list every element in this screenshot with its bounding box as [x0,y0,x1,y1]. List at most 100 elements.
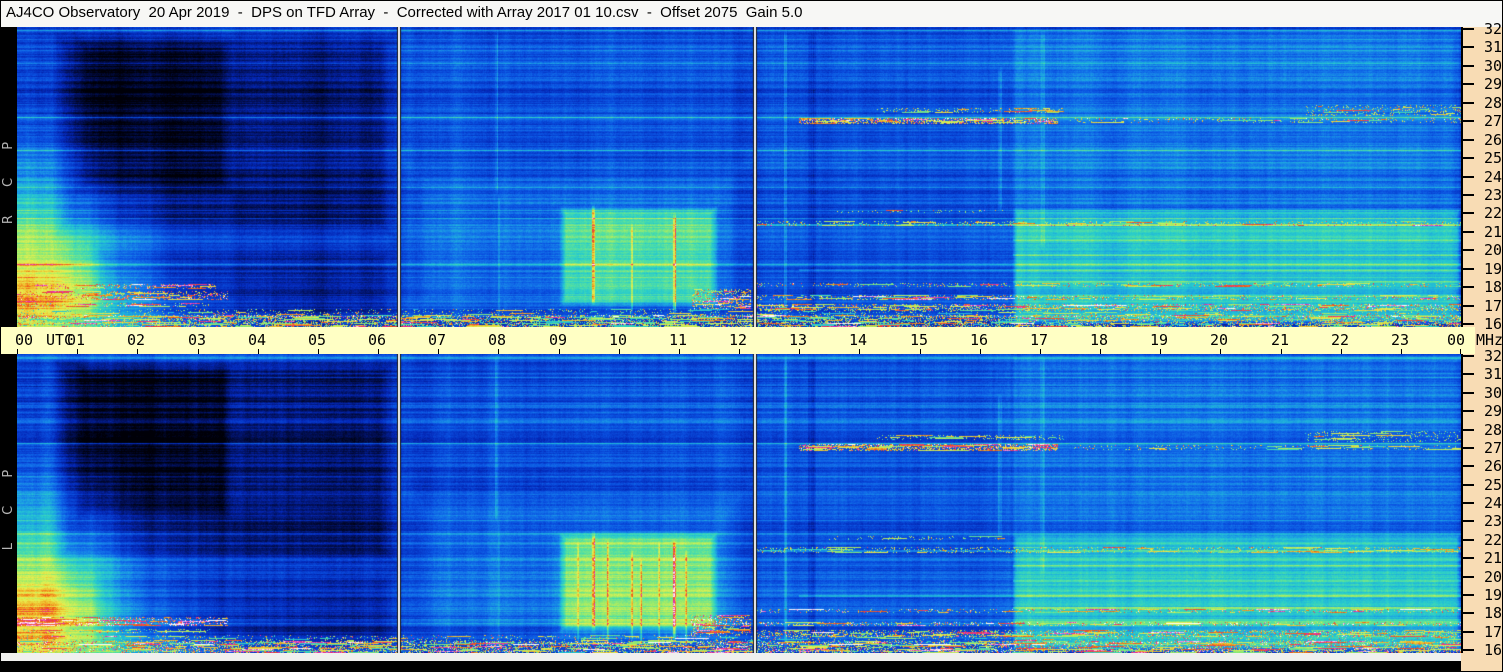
polarization-label-rcp: R C P [1,129,16,225]
time-tick-label: 00 [1447,331,1466,349]
time-tick-label: 18 [1090,331,1109,349]
freq-tick [1461,594,1474,596]
freq-tick-label: 26 [1483,131,1502,149]
time-tick-label: 19 [1150,331,1169,349]
freq-tick-label: 25 [1483,149,1502,167]
time-tick-label: 01 [67,331,86,349]
freq-tick-label: 19 [1483,260,1502,278]
time-tick-label: 20 [1210,331,1229,349]
freq-tick-label: 29 [1483,75,1502,93]
freq-tick-label: 30 [1483,57,1502,75]
time-tick-label: 21 [1271,331,1290,349]
time-axis: UTC MHz 00 01 02 03 04 05 06 07 08 09 10 11 12 13 14 15… [1,327,1502,354]
time-tick [1100,349,1101,354]
time-axis-band [1,327,1475,354]
time-axis-unit-label: UTC [46,331,74,349]
time-tick-label: 15 [910,331,929,349]
freq-tick-label: 27 [1483,112,1502,130]
freq-tick [1461,410,1474,412]
time-tick-label: 23 [1391,331,1410,349]
freq-tick [1461,249,1474,251]
polarization-label-lcp: L C P [1,457,16,551]
time-tick-label: 12 [729,331,748,349]
freq-tick [1461,465,1474,467]
freq-tick [1461,83,1474,85]
freq-tick [1461,194,1474,196]
time-tick [1281,349,1282,354]
freq-tick-label: 22 [1483,204,1502,222]
time-tick [1460,349,1461,354]
time-tick-label: 17 [1030,331,1049,349]
freq-tick [1461,231,1474,233]
time-tick-label: 04 [248,331,267,349]
time-tick [438,349,439,354]
time-tick-label: 13 [789,331,808,349]
freq-tick [1461,139,1474,141]
frequency-axis: 32 31 30 29 28 27 26 25 24 23 22 21 20 19 18 17 16 32 31 30… [1461,20,1502,671]
freq-tick-label: 26 [1483,457,1502,475]
time-tick [920,349,921,354]
time-tick [980,349,981,354]
freq-tick [1461,355,1474,357]
freq-tick [1461,157,1474,159]
freq-tick [1461,612,1474,614]
freq-tick [1461,46,1474,48]
freq-tick [1461,649,1474,651]
time-tick-label: 06 [368,331,387,349]
time-tick-label: 10 [609,331,628,349]
time-tick [17,349,18,354]
spectrogram-panel-lcp [17,354,1463,653]
time-tick [799,349,800,354]
time-tick-label: 09 [549,331,568,349]
freq-tick [1461,323,1474,325]
freq-tick-label: 20 [1483,568,1502,586]
freq-tick [1461,392,1474,394]
freq-tick [1461,557,1474,559]
freq-tick [1461,631,1474,633]
freq-tick-label: 20 [1483,241,1502,259]
axis-header-spacer [1461,1,1502,27]
time-tick [679,349,680,354]
time-tick [619,349,620,354]
freq-tick-label: 21 [1483,223,1502,241]
freq-tick-label: 17 [1483,297,1502,315]
time-tick-label: 22 [1331,331,1350,349]
spectrogram-canvas-rcp [17,27,1461,327]
freq-tick-label: 31 [1483,38,1502,56]
freq-tick-label: 31 [1483,365,1502,383]
time-tick [1220,349,1221,354]
freq-tick-label: 24 [1483,168,1502,186]
freq-tick-label: 24 [1483,494,1502,512]
time-tick [1160,349,1161,354]
bottom-strip [1,653,1461,661]
freq-tick [1461,176,1474,178]
freq-tick-label: 29 [1483,402,1502,420]
freq-tick-label: 16 [1483,641,1502,659]
time-tick [318,349,319,354]
window-title: AJ4CO Observatory 20 Apr 2019 - DPS on T… [6,4,803,21]
freq-tick-label: 18 [1483,278,1502,296]
time-tick-label: 14 [849,331,868,349]
freq-tick [1461,429,1474,431]
freq-tick-label: 19 [1483,586,1502,604]
spectrogram-panel-rcp [17,27,1463,327]
freq-tick-label: 27 [1483,439,1502,457]
time-tick [378,349,379,354]
freq-tick-label: 23 [1483,186,1502,204]
freq-tick [1461,576,1474,578]
freq-tick-label: 18 [1483,604,1502,622]
time-tick [498,349,499,354]
freq-tick [1461,305,1474,307]
freq-tick-label: 21 [1483,549,1502,567]
freq-tick [1461,268,1474,270]
time-tick [559,349,560,354]
freq-tick-label: 32 [1483,20,1502,38]
time-tick [1040,349,1041,354]
time-tick [137,349,138,354]
time-tick [1341,349,1342,354]
time-tick-label: 16 [970,331,989,349]
time-tick [1401,349,1402,354]
freq-tick [1461,102,1474,104]
time-tick [739,349,740,354]
